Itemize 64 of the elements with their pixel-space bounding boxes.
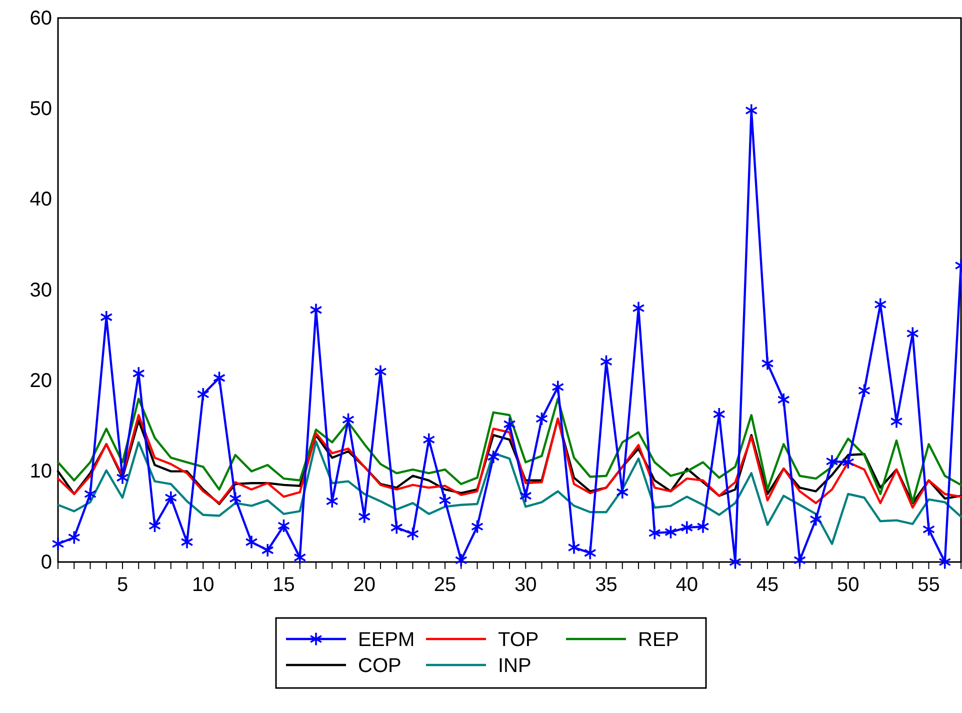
legend-label: EEPM [358,629,415,651]
point [229,491,242,506]
legend-label: INP [498,655,532,677]
x-tick-label: 30 [514,574,537,596]
point [584,546,596,560]
y-tick-label: 30 [30,279,52,302]
x-tick-label: 35 [595,574,618,596]
point [826,454,838,469]
point [470,519,484,534]
point [294,550,306,565]
point [696,519,710,534]
point [519,488,532,503]
point [245,534,258,550]
point [535,412,548,426]
point [277,518,290,533]
legend-label: TOP [498,629,539,651]
point [487,450,500,464]
point [761,356,774,371]
point [68,530,80,545]
point [648,526,661,540]
legend-label: REP [638,629,680,651]
point [922,522,936,537]
point [422,432,436,447]
point [438,493,452,508]
x-tick-label: 55 [918,574,940,596]
x-tick-label: 10 [192,574,214,596]
point [793,553,806,568]
line-series [56,440,962,545]
point [84,486,97,502]
point [842,455,854,470]
point [454,553,468,568]
point [180,534,194,550]
point [938,554,952,570]
point [503,417,516,432]
y-tick-label: 10 [30,460,52,483]
x-tick-label: 45 [756,574,779,596]
y-tick-label: 40 [30,188,52,211]
x-tick-label: 15 [272,574,295,596]
point [164,490,178,505]
y-tick-label: 20 [30,370,52,392]
point [406,526,420,542]
point [196,387,210,402]
point [810,512,822,527]
point [52,536,64,552]
point [680,520,694,535]
point [858,383,871,398]
point [148,518,162,533]
point [777,392,790,407]
y-tick-label: 0 [40,551,52,574]
legend-label: COP [358,655,402,677]
x-tick-label: 40 [676,574,698,596]
point [568,540,580,555]
x-tick-label: 25 [434,574,456,596]
point [212,370,226,386]
point [261,543,274,558]
point [552,380,564,394]
point [390,520,403,535]
y-tick-label: 50 [30,98,52,120]
x-tick-label: 20 [353,574,376,596]
y-tick-label: 60 [30,7,52,30]
x-tick-label: 50 [837,574,860,596]
point [664,524,678,540]
line-series [56,398,962,504]
x-tick-label: 5 [116,574,128,596]
